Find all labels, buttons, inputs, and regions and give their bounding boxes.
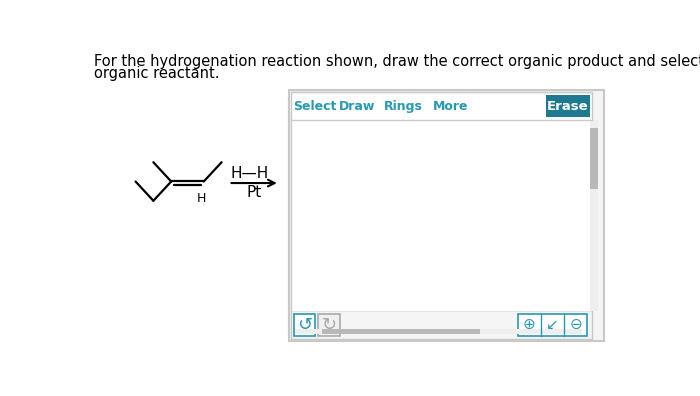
Bar: [291, 118, 592, 311]
Text: H: H: [197, 192, 206, 205]
Bar: [291, 92, 592, 120]
Text: ↻: ↻: [322, 316, 337, 334]
Bar: [318, 314, 340, 335]
Text: Erase: Erase: [547, 99, 589, 112]
Text: ↙: ↙: [546, 317, 559, 332]
Bar: [545, 95, 591, 117]
Bar: [517, 314, 587, 335]
Bar: [291, 92, 592, 339]
Text: H—H: H—H: [231, 166, 269, 181]
Text: Draw: Draw: [339, 99, 375, 112]
Bar: [295, 329, 582, 334]
Bar: [291, 118, 592, 311]
Text: More: More: [433, 99, 468, 112]
Text: Rings: Rings: [384, 99, 423, 112]
Text: ⊖: ⊖: [569, 317, 582, 332]
Text: For the hydrogenation reaction shown, draw the correct organic product and selec: For the hydrogenation reaction shown, dr…: [94, 54, 700, 69]
Bar: [591, 128, 598, 189]
Text: Pt: Pt: [246, 185, 262, 200]
Bar: [591, 120, 598, 311]
Text: organic reactant.: organic reactant.: [94, 66, 219, 81]
Bar: [294, 314, 315, 335]
Bar: [289, 90, 603, 341]
Text: Select: Select: [293, 99, 336, 112]
Text: ⊕: ⊕: [523, 317, 536, 332]
Text: ↺: ↺: [297, 316, 312, 334]
Bar: [322, 329, 480, 334]
